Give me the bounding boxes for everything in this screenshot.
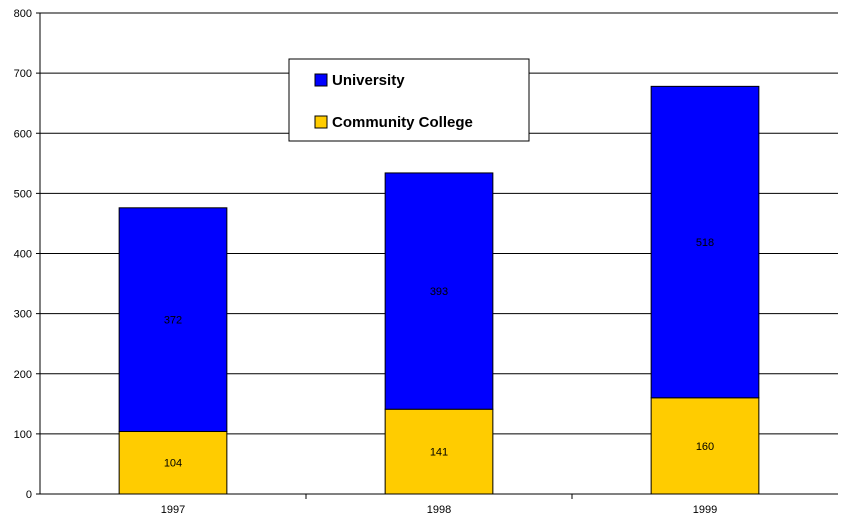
y-axis-ticks: 0 100 200 300 400 500 600 700 800 (14, 8, 40, 501)
y-tick-label: 100 (14, 429, 32, 441)
bars (118, 85, 760, 495)
x-tick-label: 1999 (693, 504, 717, 516)
y-tick-label: 200 (14, 369, 32, 381)
data-label: 518 (696, 237, 714, 249)
y-tick-label: 400 (14, 249, 32, 261)
x-tick-label: 1998 (427, 504, 451, 516)
x-axis-ticks: 1997 1998 1999 (161, 494, 717, 516)
y-tick-label: 500 (14, 188, 32, 200)
bar-community-college-1999 (650, 397, 760, 495)
x-tick-label: 1997 (161, 504, 185, 516)
y-tick-label: 0 (26, 489, 32, 501)
y-tick-label: 700 (14, 68, 32, 80)
bar-university-1997 (118, 207, 228, 432)
data-label: 160 (696, 441, 714, 453)
data-label: 104 (164, 458, 182, 470)
data-label: 372 (164, 315, 182, 327)
data-label: 393 (430, 286, 448, 298)
y-tick-label: 800 (14, 8, 32, 20)
legend: University Community College (288, 58, 530, 142)
legend-label: Community College (332, 114, 473, 131)
legend-swatch (314, 73, 328, 87)
data-labels: 104 372 141 393 160 518 (164, 237, 714, 470)
legend-label: University (332, 72, 405, 89)
legend-swatch (314, 115, 328, 129)
legend-box (288, 58, 530, 142)
bar-university-1999 (650, 85, 760, 399)
data-label: 141 (430, 447, 448, 459)
y-tick-label: 600 (14, 128, 32, 140)
y-tick-label: 300 (14, 309, 32, 321)
bar-community-college-1997 (118, 430, 228, 495)
bar-university-1998 (384, 172, 494, 410)
